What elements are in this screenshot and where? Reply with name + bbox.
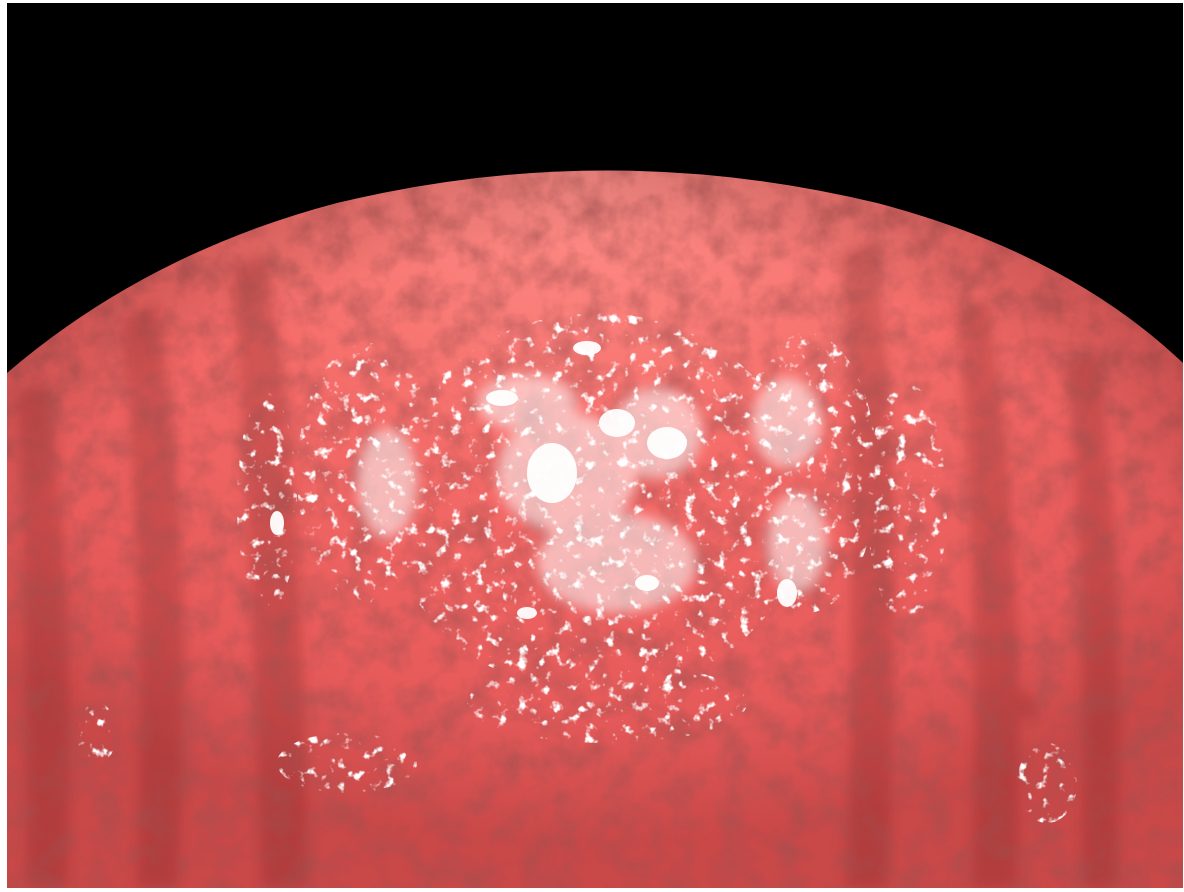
image-frame xyxy=(7,3,1183,888)
planet xyxy=(7,170,1183,888)
planet-scene xyxy=(7,3,1183,888)
planet-limb-shade xyxy=(7,170,1183,888)
